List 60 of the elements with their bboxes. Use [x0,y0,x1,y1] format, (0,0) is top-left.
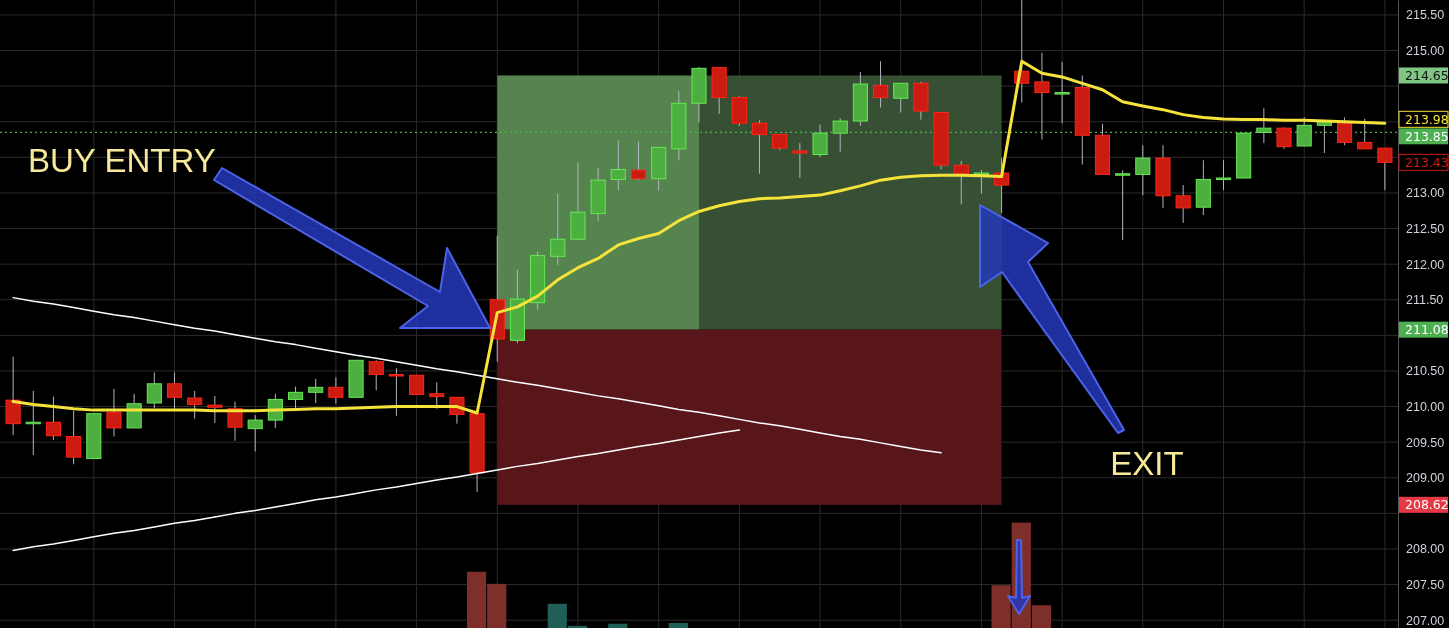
candlestick [45,396,62,441]
candlestick [5,356,21,436]
candlestick [953,160,969,205]
candlestick [368,359,384,391]
candlestick [1377,147,1393,191]
candlestick [429,381,445,410]
y-tick-label: 215.50 [1406,8,1445,23]
text: 211.08 [1405,322,1449,338]
candlestick [1175,184,1191,224]
text: 213.43 [1405,154,1449,170]
candlestick [187,390,203,420]
candlestick [1256,107,1272,144]
candlestick [1054,61,1070,124]
candlestick [328,376,344,405]
annotation: EXIT [1110,445,1184,482]
data-label: 213.98 [1405,111,1449,127]
y-tick-label: 210.00 [1406,400,1445,415]
candlestick [106,388,122,437]
candlestick [610,139,626,191]
candlestick [873,60,889,109]
line-series [12,296,942,454]
y-tick-label: 207.00 [1406,613,1445,628]
y-tick-label: 211.50 [1406,293,1444,308]
candlestick [812,124,828,158]
candlestick [1215,159,1232,191]
y-tick-label: 209.00 [1406,471,1445,486]
line-series [12,429,741,552]
y-tick-label: 212.50 [1406,222,1445,237]
y-tick-label: 208.00 [1406,542,1445,557]
candlestick [630,141,647,181]
candlestick [1296,116,1312,147]
candlestick [207,395,223,424]
y-tick-label: 209.50 [1406,435,1445,450]
candlestick [751,119,768,175]
y-tick-label: 213.00 [1406,186,1445,201]
candlestick [1034,52,1050,141]
candlestick [308,378,324,404]
candlestick [409,374,425,395]
y-tick-label: 215.00 [1406,44,1445,59]
candlestick [247,414,263,452]
candlestick [1336,116,1353,146]
candlestick [1135,144,1151,196]
text: 214.65 [1405,67,1449,83]
candlestick [893,82,909,113]
candlestick [388,367,404,417]
ref-line-label: 213.85 [1405,128,1449,144]
candlestick [550,193,566,266]
candlestick [66,410,82,465]
y-tick-label: 212.00 [1406,257,1445,272]
candlestick [166,371,183,410]
y-tick-label: 207.50 [1406,578,1445,593]
candlestick [1357,118,1373,150]
candlestick [1115,169,1131,241]
candlestick [146,371,162,409]
candlestick [832,117,848,153]
candlestick [1276,126,1292,150]
annotation: BUY ENTRY [28,142,216,179]
text: 208.62 [1405,497,1449,513]
y-tick-label: 210.50 [1406,364,1445,379]
candlestick [792,142,808,179]
